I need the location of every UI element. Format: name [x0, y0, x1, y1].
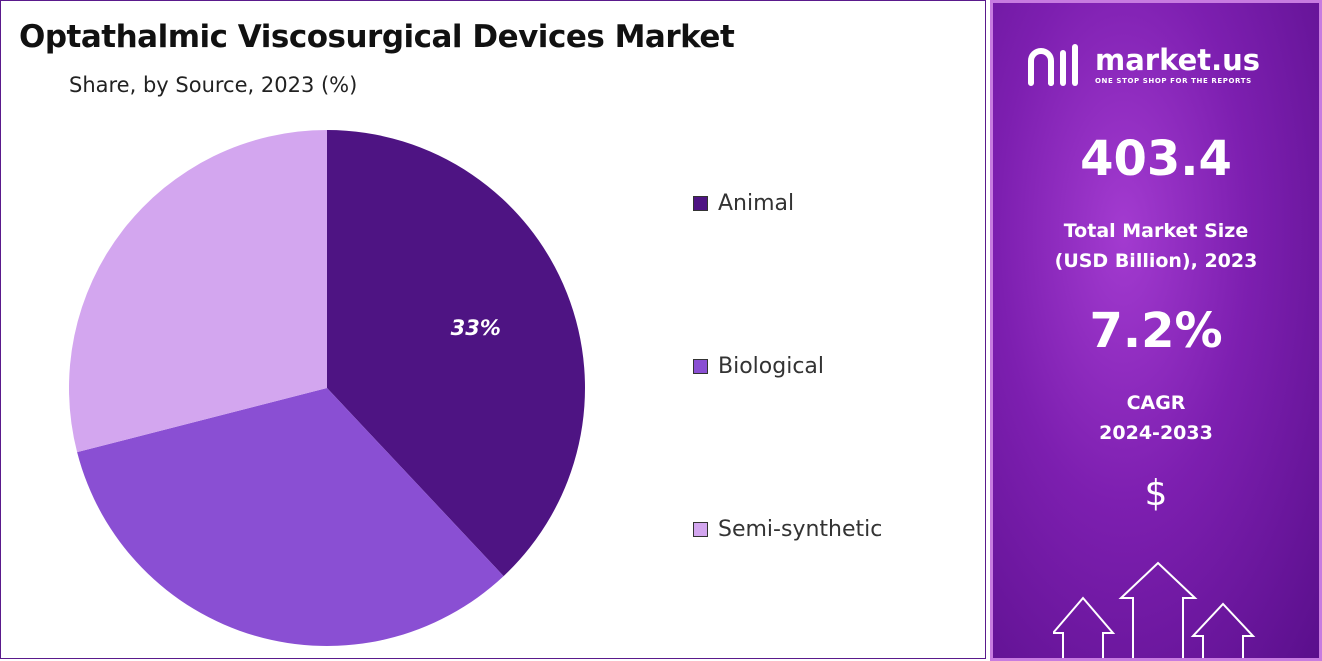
legend-label-biological: Biological [718, 354, 825, 379]
market-size-label-line1: Total Market Size [1063, 220, 1249, 242]
legend-item-animal: Animal [693, 191, 794, 216]
pie-chart: 33% [68, 130, 585, 646]
legend-swatch-semi-synthetic [693, 522, 708, 537]
up-arrow-icon [1053, 561, 1256, 658]
market-size-label-line2: (USD Billion), 2023 [1054, 250, 1258, 272]
brand-tagline: ONE STOP SHOP FOR THE REPORTS [1095, 77, 1252, 85]
legend-item-semi-synthetic: Semi-synthetic [693, 517, 882, 542]
pie-slice-biological [77, 388, 504, 646]
legend-swatch-biological [693, 359, 708, 374]
legend-label-animal: Animal [718, 191, 795, 216]
brand-name: market.us [1095, 43, 1261, 77]
market-size-value: 403.4 [1080, 131, 1232, 187]
chart-subtitle: Share, by Source, 2023 (%) [69, 73, 358, 97]
chart-title: Optathalmic Viscosurgical Devices Market [19, 19, 735, 55]
legend-swatch-animal [693, 196, 708, 211]
cagr-label-line1: CAGR [1126, 392, 1186, 414]
cagr-value: 7.2% [1089, 303, 1223, 359]
market-us-logo-icon [1028, 44, 1078, 86]
pie-slice-semi-synthetic [68, 130, 327, 453]
summary-panel: market.us ONE STOP SHOP FOR THE REPORTS … [990, 0, 1322, 661]
legend-label-semi-synthetic: Semi-synthetic [718, 517, 883, 542]
chart-panel: Optathalmic Viscosurgical Devices Market… [0, 0, 986, 659]
legend-item-biological: Biological [693, 354, 824, 379]
cagr-label-line2: 2024-2033 [1099, 422, 1213, 444]
pie-slice-animal [327, 130, 585, 577]
data-label-animal: 33% [451, 316, 501, 340]
dollar-icon: $ [1144, 473, 1168, 514]
brand: market.us ONE STOP SHOP FOR THE REPORTS [1027, 43, 1260, 87]
